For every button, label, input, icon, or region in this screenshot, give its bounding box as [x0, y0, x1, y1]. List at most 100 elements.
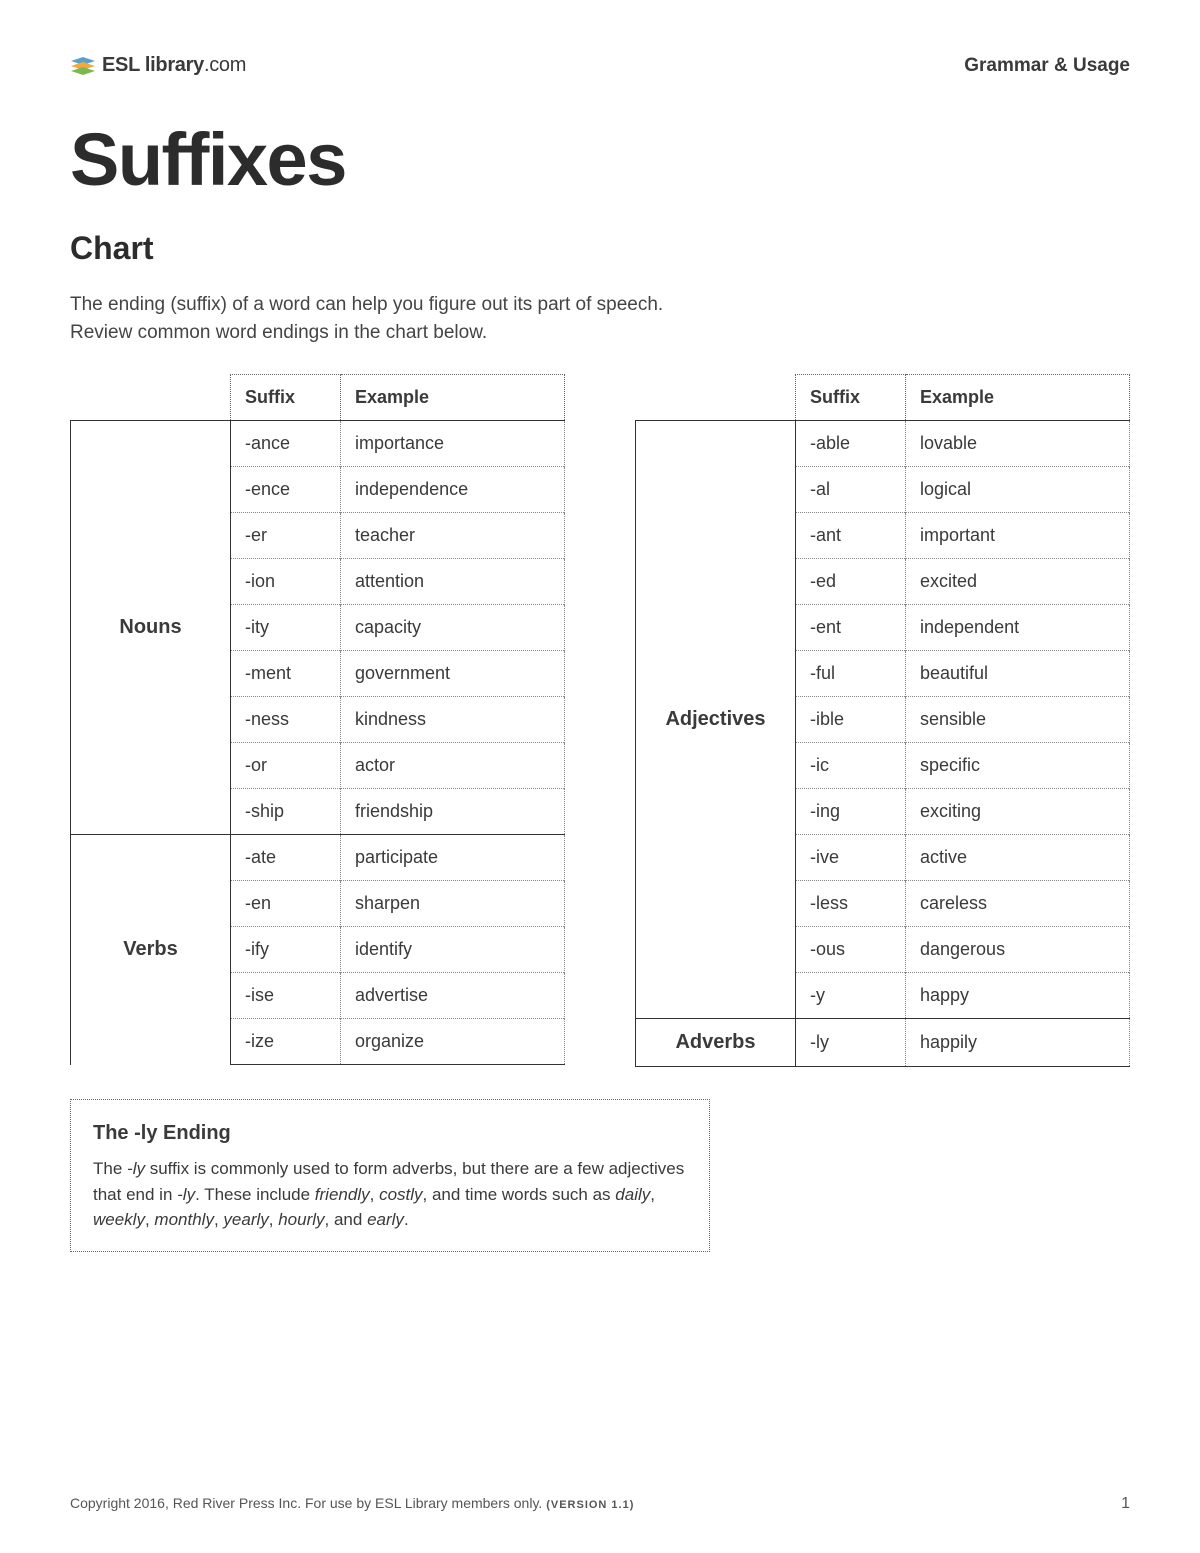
table-header-row: Suffix Example	[71, 375, 565, 421]
example-cell: beautiful	[906, 651, 1130, 697]
page-footer: Copyright 2016, Red River Press Inc. For…	[70, 1495, 1130, 1513]
suffix-cell: -able	[796, 421, 906, 467]
suffix-cell: -ic	[796, 743, 906, 789]
example-cell: independence	[341, 467, 565, 513]
example-cell: importance	[341, 421, 565, 467]
suffix-cell: -y	[796, 973, 906, 1019]
italic-word: yearly	[223, 1210, 268, 1229]
footer-left: Copyright 2016, Red River Press Inc. For…	[70, 1495, 634, 1511]
example-header: Example	[341, 375, 565, 421]
example-cell: kindness	[341, 697, 565, 743]
intro-text: The ending (suffix) of a word can help y…	[70, 291, 1130, 346]
example-header: Example	[906, 375, 1130, 421]
blank-header	[71, 375, 231, 421]
example-cell: sensible	[906, 697, 1130, 743]
italic-word: costly	[379, 1185, 422, 1204]
logo-icon	[70, 55, 96, 77]
right-table-column: Suffix Example Adjectives-ablelovable-al…	[635, 374, 1130, 1067]
suffix-cell: -ion	[231, 559, 341, 605]
suffix-cell: -ment	[231, 651, 341, 697]
example-cell: attention	[341, 559, 565, 605]
suffix-cell: -ible	[796, 697, 906, 743]
example-cell: independent	[906, 605, 1130, 651]
category-cell: Adjectives	[636, 421, 796, 1019]
suffix-cell: -ant	[796, 513, 906, 559]
header-category: Grammar & Usage	[964, 55, 1130, 77]
italic-word: friendly	[315, 1185, 370, 1204]
intro-line-2: Review common word endings in the chart …	[70, 322, 487, 343]
example-cell: government	[341, 651, 565, 697]
example-cell: active	[906, 835, 1130, 881]
logo-text: ESL library.com	[102, 54, 246, 77]
copyright-text: Copyright 2016, Red River Press Inc. For…	[70, 1495, 542, 1511]
example-cell: specific	[906, 743, 1130, 789]
left-table: Suffix Example Nouns-anceimportance-ence…	[70, 374, 565, 1065]
intro-line-1: The ending (suffix) of a word can help y…	[70, 294, 663, 315]
example-cell: happy	[906, 973, 1130, 1019]
example-cell: happily	[906, 1019, 1130, 1067]
suffix-header: Suffix	[796, 375, 906, 421]
example-cell: lovable	[906, 421, 1130, 467]
version-text: (VERSION 1.1)	[546, 1499, 634, 1511]
suffix-cell: -al	[796, 467, 906, 513]
category-cell: Nouns	[71, 421, 231, 835]
note-body: The -ly suffix is commonly used to form …	[93, 1156, 687, 1233]
suffix-cell: -ing	[796, 789, 906, 835]
suffix-cell: -ness	[231, 697, 341, 743]
italic-word: hourly	[278, 1210, 324, 1229]
logo-ext: .com	[204, 54, 246, 76]
page-title: Suffixes	[70, 117, 1130, 202]
suffix-cell: -ence	[231, 467, 341, 513]
table-row: Verbs-ateparticipate	[71, 835, 565, 881]
suffix-cell: -ly	[796, 1019, 906, 1067]
logo-bold: ESL library	[102, 54, 204, 76]
suffix-cell: -or	[231, 743, 341, 789]
category-cell: Adverbs	[636, 1019, 796, 1067]
category-cell: Verbs	[71, 835, 231, 1065]
table-row: Adverbs-lyhappily	[636, 1019, 1130, 1067]
italic-word: weekly	[93, 1210, 145, 1229]
suffix-cell: -ise	[231, 973, 341, 1019]
example-cell: advertise	[341, 973, 565, 1019]
example-cell: logical	[906, 467, 1130, 513]
blank-header	[636, 375, 796, 421]
example-cell: sharpen	[341, 881, 565, 927]
right-table: Suffix Example Adjectives-ablelovable-al…	[635, 374, 1130, 1067]
example-cell: actor	[341, 743, 565, 789]
table-header-row: Suffix Example	[636, 375, 1130, 421]
italic-word: daily	[615, 1185, 650, 1204]
suffix-cell: -ance	[231, 421, 341, 467]
example-cell: teacher	[341, 513, 565, 559]
suffix-cell: -ed	[796, 559, 906, 605]
example-cell: friendship	[341, 789, 565, 835]
example-cell: excited	[906, 559, 1130, 605]
suffix-cell: -ful	[796, 651, 906, 697]
suffix-header: Suffix	[231, 375, 341, 421]
logo: ESL library.com	[70, 54, 246, 77]
table-row: Adjectives-ablelovable	[636, 421, 1130, 467]
suffix-cell: -er	[231, 513, 341, 559]
example-cell: exciting	[906, 789, 1130, 835]
suffix-cell: -ate	[231, 835, 341, 881]
suffix-cell: -ent	[796, 605, 906, 651]
section-title: Chart	[70, 230, 1130, 267]
example-cell: participate	[341, 835, 565, 881]
example-cell: careless	[906, 881, 1130, 927]
italic-word: monthly	[154, 1210, 214, 1229]
note-box: The -ly Ending The -ly suffix is commonl…	[70, 1099, 710, 1252]
example-cell: dangerous	[906, 927, 1130, 973]
italic-word: -ly	[127, 1159, 145, 1178]
example-cell: important	[906, 513, 1130, 559]
page-header: ESL library.com Grammar & Usage	[70, 54, 1130, 77]
italic-word: early	[367, 1210, 404, 1229]
example-cell: capacity	[341, 605, 565, 651]
suffix-cell: -en	[231, 881, 341, 927]
page-number: 1	[1121, 1495, 1130, 1513]
note-title: The -ly Ending	[93, 1118, 687, 1148]
example-cell: organize	[341, 1019, 565, 1065]
suffix-cell: -less	[796, 881, 906, 927]
suffix-cell: -ify	[231, 927, 341, 973]
italic-word: -ly	[177, 1185, 195, 1204]
table-row: Nouns-anceimportance	[71, 421, 565, 467]
suffix-cell: -ship	[231, 789, 341, 835]
